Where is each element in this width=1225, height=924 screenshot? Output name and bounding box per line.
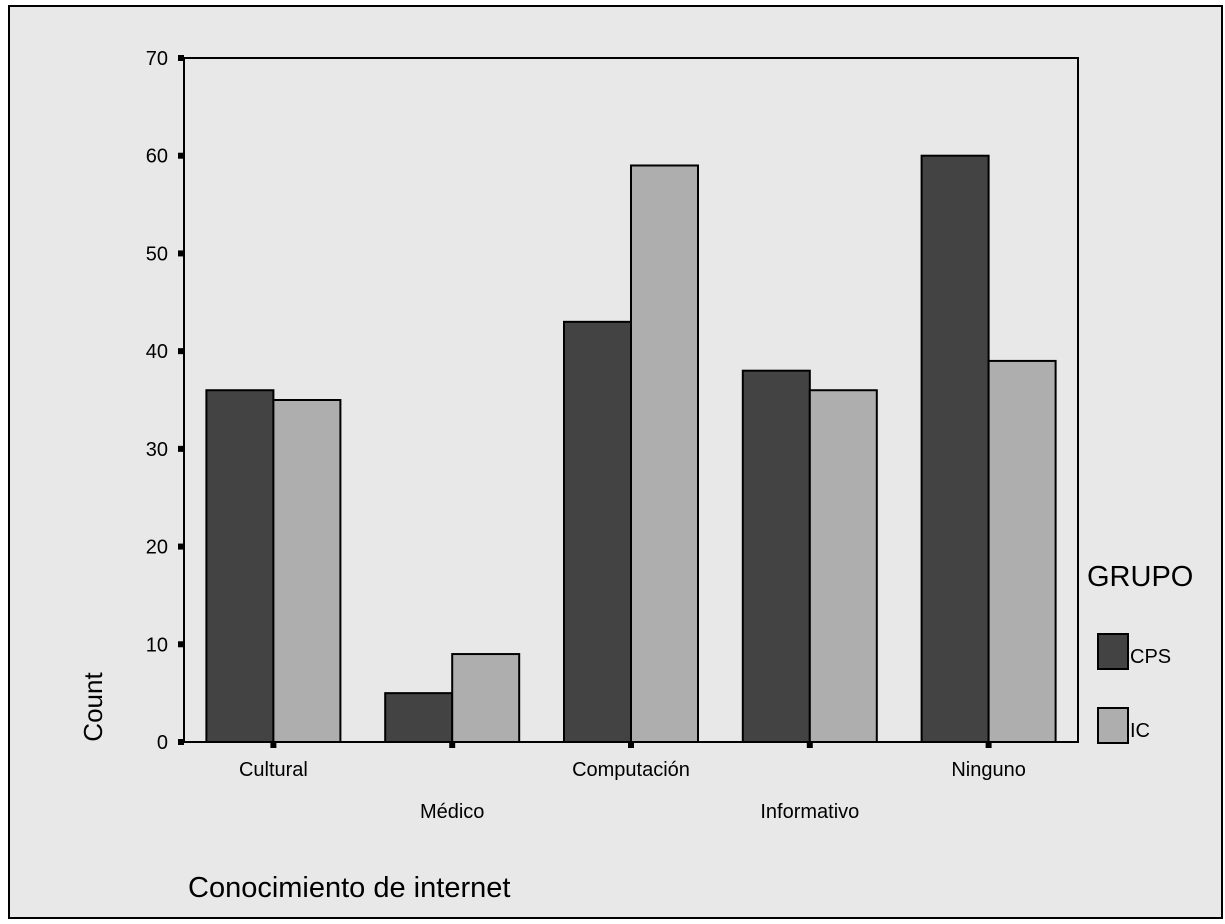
y-tick-label-5: 50: [146, 243, 168, 265]
x-tick-label-3: Informativo: [760, 801, 859, 823]
legend-label-cps: CPS: [1130, 646, 1171, 668]
legend: CPS IC: [1097, 633, 1171, 744]
y-tick-label-1: 10: [146, 634, 168, 656]
y-tick-mark-5: [178, 250, 184, 257]
x-tick-mark-1: [449, 742, 456, 748]
y-axis: 0 10 20 30 40 50 60 70: [146, 48, 184, 754]
bar-ic-1: [451, 653, 521, 743]
legend-swatch-cps: [1097, 633, 1129, 670]
legend-title: GRUPO: [1087, 561, 1193, 593]
x-axis: Cultural Médico Computación Informativo Ning…: [239, 742, 1026, 823]
bar-ic-3: [808, 389, 878, 743]
y-tick-mark-1: [178, 641, 184, 648]
x-tick-mark-4: [985, 742, 992, 748]
y-tick-mark-3: [178, 445, 184, 452]
bar-ic-4: [987, 359, 1057, 743]
x-tick-label-1: Médico: [420, 801, 484, 823]
x-tick-label-2: Computación: [572, 759, 690, 781]
bar-ic-2: [630, 164, 699, 743]
bars-group: [205, 154, 1057, 744]
x-axis-label: Conocimiento de internet: [188, 872, 510, 904]
y-tick-mark-4: [178, 348, 184, 355]
bar-cps-0: [205, 389, 275, 743]
x-tick-mark-2: [628, 742, 634, 748]
bar-cps-1: [384, 692, 454, 744]
y-tick-mark-0: [178, 739, 184, 745]
y-tick-label-2: 20: [146, 537, 168, 559]
bar-cps-4: [920, 154, 990, 743]
bar-cps-3: [741, 369, 811, 743]
bar-cps-2: [563, 320, 632, 743]
y-tick-label-4: 40: [146, 341, 168, 363]
x-tick-label-0: Cultural: [239, 759, 308, 781]
y-tick-label-7: 70: [146, 48, 168, 70]
y-tick-label-6: 60: [146, 146, 168, 168]
x-tick-mark-3: [806, 742, 813, 748]
y-tick-mark-2: [178, 543, 184, 550]
x-tick-mark-0: [270, 742, 277, 748]
y-tick-label-0: 0: [157, 732, 168, 754]
bar-ic-0: [272, 399, 342, 743]
y-tick-mark-6: [178, 152, 184, 159]
y-tick-label-3: 30: [146, 439, 168, 461]
legend-label-ic: IC: [1130, 720, 1150, 742]
x-tick-label-4: Ninguno: [951, 759, 1026, 781]
legend-swatch-ic: [1097, 707, 1129, 744]
y-axis-label: Count: [78, 672, 108, 742]
y-tick-mark-7: [178, 55, 184, 61]
